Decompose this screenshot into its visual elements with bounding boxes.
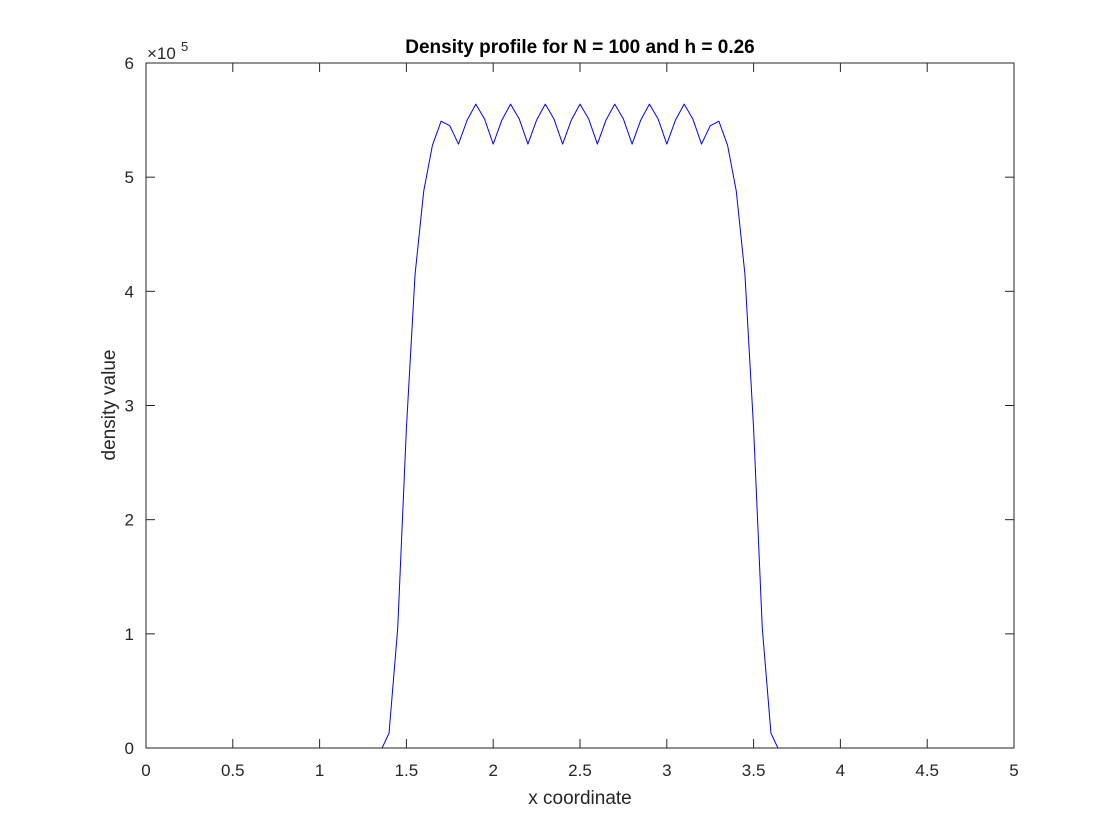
x-tick-label: 1	[315, 761, 324, 780]
x-tick-label: 5	[1009, 761, 1018, 780]
x-tick-label: 3.5	[742, 761, 766, 780]
x-tick-label: 4	[836, 761, 845, 780]
x-tick-label: 3	[662, 761, 671, 780]
x-tick-label: 2	[488, 761, 497, 780]
x-axis-label: x coordinate	[528, 788, 632, 809]
y-tick-label: 4	[125, 282, 134, 301]
y-axis-exponent-power: 5	[181, 39, 188, 54]
y-axis-exponent-base: ×10	[147, 44, 176, 63]
plot-area-background	[146, 63, 1014, 748]
y-tick-label: 1	[125, 625, 134, 644]
x-tick-label: 0	[141, 761, 150, 780]
y-tick-label: 0	[125, 739, 134, 758]
y-axis-label: density value	[99, 350, 120, 461]
y-tick-label: 5	[125, 168, 134, 187]
x-tick-label: 1.5	[395, 761, 419, 780]
y-tick-label: 6	[125, 54, 134, 73]
chart-title: Density profile for N = 100 and h = 0.26	[405, 37, 755, 58]
x-tick-label: 4.5	[915, 761, 939, 780]
y-tick-label: 2	[125, 511, 134, 530]
x-tick-label: 2.5	[568, 761, 592, 780]
y-tick-label: 3	[125, 397, 134, 416]
x-tick-label: 0.5	[221, 761, 245, 780]
